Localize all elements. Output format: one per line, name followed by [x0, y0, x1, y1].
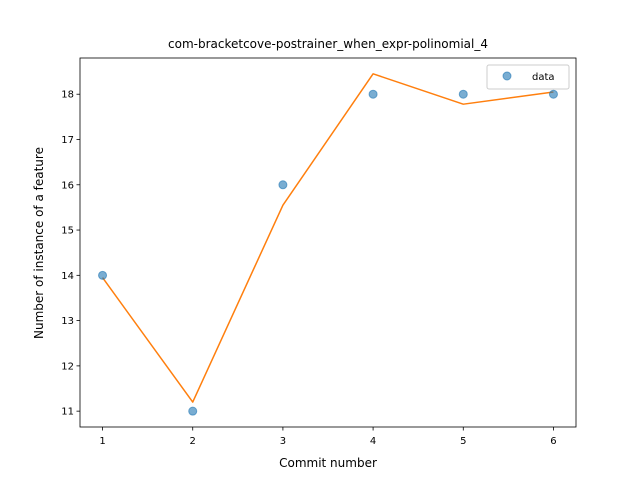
y-tick-label: 18 — [61, 90, 74, 101]
x-tick-label: 2 — [190, 436, 196, 447]
fit-line — [101, 73, 554, 403]
x-tick-label: 4 — [370, 436, 376, 447]
x-tick-label: 1 — [99, 436, 105, 447]
y-tick-label: 11 — [61, 407, 74, 418]
legend-frame — [486, 64, 570, 90]
y-tick-label: 17 — [61, 135, 74, 146]
data-point — [98, 270, 108, 280]
data-point — [548, 89, 558, 99]
x-tick-label: 5 — [460, 436, 466, 447]
y-tick-label: 16 — [61, 180, 74, 191]
plot-frame — [79, 57, 577, 428]
x-axis-label: Commit number — [279, 456, 377, 470]
y-tick-label: 14 — [61, 271, 74, 282]
legend-marker-data — [502, 71, 512, 81]
x-tick-label: 6 — [550, 436, 556, 447]
data-point — [368, 89, 378, 99]
data-point — [278, 180, 288, 190]
data-point — [458, 89, 468, 99]
y-tick-label: 13 — [61, 316, 74, 327]
data-point — [188, 406, 198, 416]
legend: data — [486, 64, 570, 90]
plot-area — [98, 73, 558, 416]
y-tick-label: 15 — [61, 226, 74, 237]
x-tick-label: 3 — [280, 436, 286, 447]
chart-title: com-bracketcove-postrainer_when_expr-pol… — [168, 37, 488, 51]
legend-label-data: data — [532, 72, 555, 83]
y-axis-label: Number of instance of a feature — [32, 147, 46, 339]
y-tick-label: 12 — [61, 361, 74, 372]
